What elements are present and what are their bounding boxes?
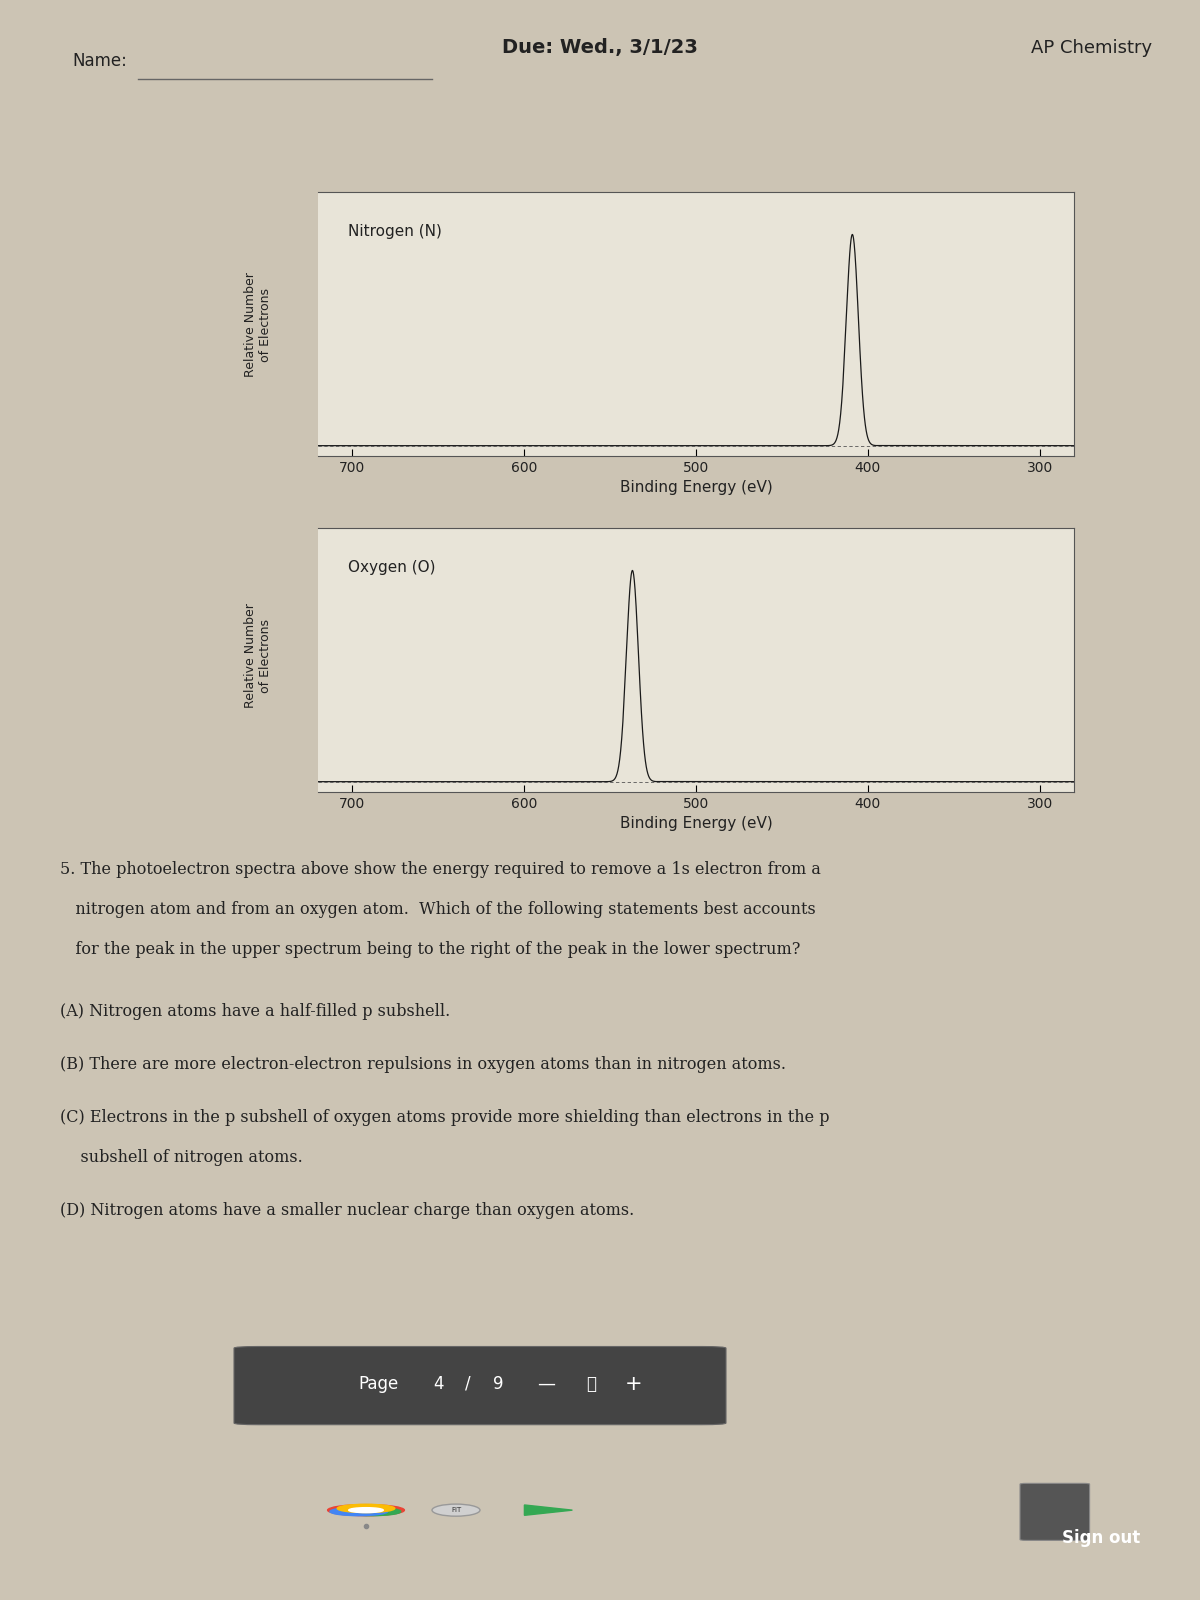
Circle shape xyxy=(330,1507,388,1515)
Text: Due: Wed., 3/1/23: Due: Wed., 3/1/23 xyxy=(502,38,698,58)
Circle shape xyxy=(328,1504,404,1515)
X-axis label: Binding Energy (eV): Binding Energy (eV) xyxy=(619,816,773,832)
Text: Page: Page xyxy=(358,1374,398,1394)
Text: Oxygen (O): Oxygen (O) xyxy=(348,560,436,574)
FancyBboxPatch shape xyxy=(1020,1483,1090,1541)
X-axis label: Binding Energy (eV): Binding Energy (eV) xyxy=(619,480,773,496)
Text: Nitrogen (N): Nitrogen (N) xyxy=(348,224,442,238)
Text: 🔍: 🔍 xyxy=(587,1374,596,1394)
Circle shape xyxy=(337,1504,395,1512)
Text: Sign out: Sign out xyxy=(1062,1528,1140,1547)
Circle shape xyxy=(343,1507,401,1515)
FancyBboxPatch shape xyxy=(234,1347,726,1424)
Text: nitrogen atom and from an oxygen atom.  Which of the following statements best a: nitrogen atom and from an oxygen atom. W… xyxy=(60,901,816,918)
Text: 5. The photoelectron spectra above show the energy required to remove a 1s elect: 5. The photoelectron spectra above show … xyxy=(60,861,821,878)
Text: (A) Nitrogen atoms have a half-filled p subshell.: (A) Nitrogen atoms have a half-filled p … xyxy=(60,1003,450,1021)
Ellipse shape xyxy=(432,1504,480,1517)
Text: (C) Electrons in the p subshell of oxygen atoms provide more shielding than elec: (C) Electrons in the p subshell of oxyge… xyxy=(60,1109,829,1126)
Circle shape xyxy=(349,1507,383,1512)
Text: Name:: Name: xyxy=(72,53,127,70)
Text: FIT: FIT xyxy=(451,1507,461,1514)
Text: Relative Number
of Electrons: Relative Number of Electrons xyxy=(244,603,272,709)
Text: +: + xyxy=(625,1374,642,1394)
Text: (B) There are more electron-electron repulsions in oxygen atoms than in nitrogen: (B) There are more electron-electron rep… xyxy=(60,1056,786,1074)
Text: (D) Nitrogen atoms have a smaller nuclear charge than oxygen atoms.: (D) Nitrogen atoms have a smaller nuclea… xyxy=(60,1202,635,1219)
Text: for the peak in the upper spectrum being to the right of the peak in the lower s: for the peak in the upper spectrum being… xyxy=(60,941,800,958)
Text: —: — xyxy=(538,1374,554,1394)
Polygon shape xyxy=(524,1506,572,1515)
Text: 4: 4 xyxy=(433,1374,443,1394)
Text: /: / xyxy=(466,1374,470,1394)
Text: Relative Number
of Electrons: Relative Number of Electrons xyxy=(244,272,272,378)
Text: AP Chemistry: AP Chemistry xyxy=(1032,38,1152,56)
Text: 9: 9 xyxy=(493,1374,503,1394)
Text: subshell of nitrogen atoms.: subshell of nitrogen atoms. xyxy=(60,1149,302,1166)
